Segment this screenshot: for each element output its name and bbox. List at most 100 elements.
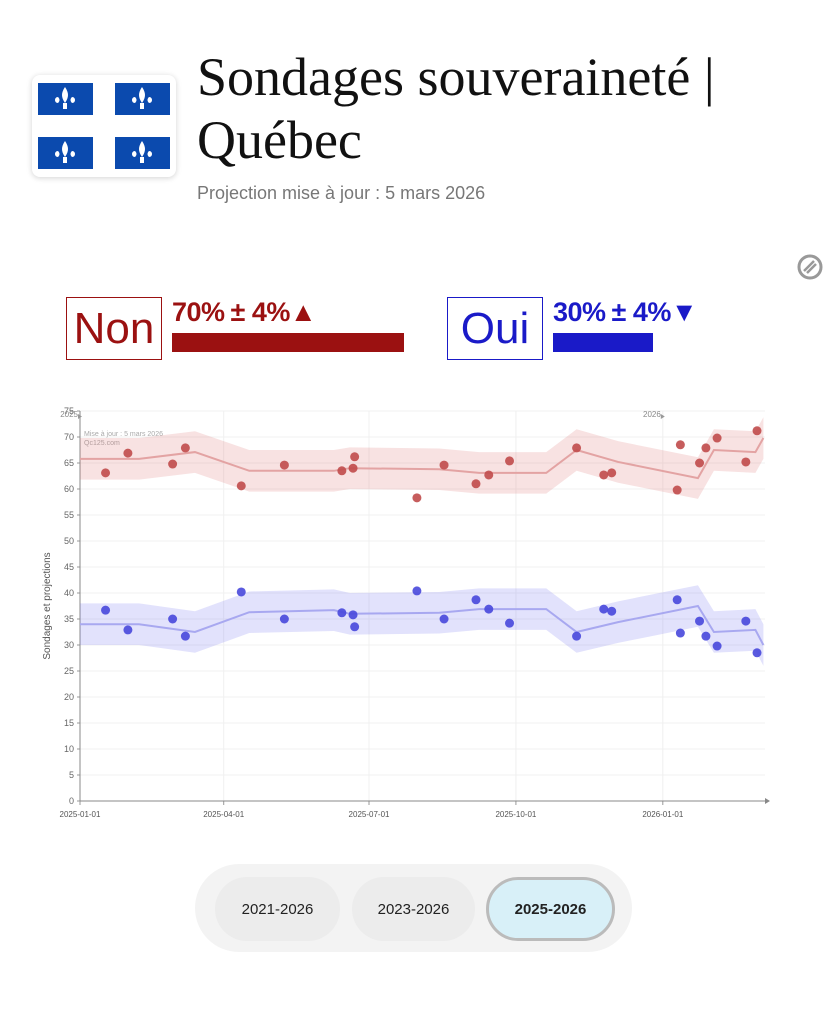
- flag: [32, 75, 176, 177]
- page-subtitle: Projection mise à jour : 5 mars 2026: [197, 183, 486, 203]
- y-tick-label: 75: [64, 406, 74, 416]
- poll-point: [123, 625, 133, 635]
- choice-value: 30% ± 4%▼: [553, 297, 698, 328]
- poll-point: [741, 616, 751, 626]
- poll-point: [348, 463, 358, 473]
- x-tick-label: 2025-01-01: [60, 810, 101, 819]
- poll-point: [599, 604, 609, 614]
- poll-point: [439, 460, 449, 470]
- chart: 0510152025303540455055606570752025-01-01…: [42, 406, 770, 819]
- choice-value: 70% ± 4%▲: [172, 297, 317, 328]
- range-selector: 2021-2026 2023-2026 2025-2026: [195, 864, 632, 952]
- poll-point: [123, 448, 133, 458]
- poll-point: [741, 457, 751, 467]
- y-tick-label: 70: [64, 432, 74, 442]
- year-marker: 2025: [60, 410, 78, 419]
- poll-point: [337, 466, 347, 476]
- poll-point: [348, 610, 358, 620]
- projection-band: [80, 585, 764, 666]
- y-tick-label: 60: [64, 484, 74, 494]
- poll-point: [484, 470, 494, 480]
- poll-point: [484, 604, 494, 614]
- poll-point: [412, 493, 422, 503]
- x-tick-label: 2025-07-01: [349, 810, 390, 819]
- range-button[interactable]: 2025-2026: [486, 877, 615, 941]
- choice-label: Oui: [447, 297, 543, 360]
- flag-art: [38, 83, 170, 169]
- y-tick-label: 25: [64, 666, 74, 676]
- poll-point: [672, 485, 682, 495]
- y-tick-label: 40: [64, 588, 74, 598]
- poll-point: [471, 595, 481, 605]
- trend: ▼: [670, 297, 698, 327]
- poll-point: [505, 456, 515, 466]
- poll-point: [672, 595, 682, 605]
- y-tick-label: 10: [64, 744, 74, 754]
- page-title: Sondages souveraineté | Québec: [197, 47, 715, 170]
- x-tick-label: 2026-01-01: [642, 810, 683, 819]
- poll-point: [572, 631, 582, 641]
- poll-point: [695, 458, 705, 468]
- poll-point: [701, 443, 711, 453]
- y-tick-label: 65: [64, 458, 74, 468]
- range-button[interactable]: 2023-2026: [352, 877, 475, 941]
- poll-point: [712, 641, 722, 651]
- poll-point: [236, 587, 246, 597]
- poll-point: [337, 608, 347, 618]
- y-tick-label: 15: [64, 718, 74, 728]
- poll-point: [471, 479, 481, 489]
- y-tick-label: 20: [64, 692, 74, 702]
- y-tick-label: 45: [64, 562, 74, 572]
- margin: ± 4%: [611, 297, 672, 327]
- choice-bar: [553, 333, 653, 352]
- poll-point: [752, 426, 762, 436]
- y-tick-label: 0: [69, 796, 74, 806]
- choice-bar: [172, 333, 405, 352]
- poll-point: [350, 622, 360, 632]
- poll-point: [236, 481, 246, 491]
- poll-point: [279, 614, 289, 624]
- watermark: Qc125.com: [84, 440, 120, 447]
- poll-point: [505, 618, 515, 628]
- poll-point: [439, 614, 449, 624]
- y-tick-label: 35: [64, 614, 74, 624]
- trend: ▲: [289, 297, 317, 327]
- value-label: 70%: [172, 297, 225, 327]
- poll-point: [675, 440, 685, 450]
- projection-line: [80, 604, 765, 646]
- poll-point: [607, 468, 617, 478]
- poll-point: [701, 631, 711, 641]
- y-tick-label: 50: [64, 536, 74, 546]
- poll-point: [101, 605, 111, 615]
- year-arrow: [660, 414, 665, 419]
- settings-icon[interactable]: [796, 253, 824, 281]
- poll-point: [350, 452, 360, 462]
- x-tick-label: 2025-04-01: [203, 810, 244, 819]
- watermark: Mise à jour : 5 mars 2026: [84, 431, 163, 438]
- y-axis-label: Sondages et projections: [42, 552, 53, 659]
- poll-point: [180, 631, 190, 641]
- poll-point: [695, 616, 705, 626]
- y-tick-label: 30: [64, 640, 74, 650]
- year-arrow: [78, 414, 82, 419]
- poll-point: [712, 433, 722, 443]
- projection-band: [80, 417, 764, 499]
- poll-point: [675, 628, 685, 638]
- poll-point: [607, 606, 617, 616]
- margin: ± 4%: [230, 297, 291, 327]
- choice-label: Non: [66, 297, 162, 360]
- y-tick-label: 5: [69, 770, 74, 780]
- poll-point: [412, 586, 422, 596]
- x-tick-label: 2025-10-01: [495, 810, 536, 819]
- range-button[interactable]: 2021-2026: [215, 877, 340, 941]
- poll-point: [168, 614, 178, 624]
- poll-point: [168, 459, 178, 469]
- poll-point: [180, 443, 190, 453]
- year-marker: 2026: [643, 410, 661, 419]
- projection-line: [80, 437, 765, 480]
- x-axis-arrow: [765, 798, 770, 804]
- poll-point: [279, 460, 289, 470]
- y-tick-label: 55: [64, 510, 74, 520]
- poll-point: [572, 443, 582, 453]
